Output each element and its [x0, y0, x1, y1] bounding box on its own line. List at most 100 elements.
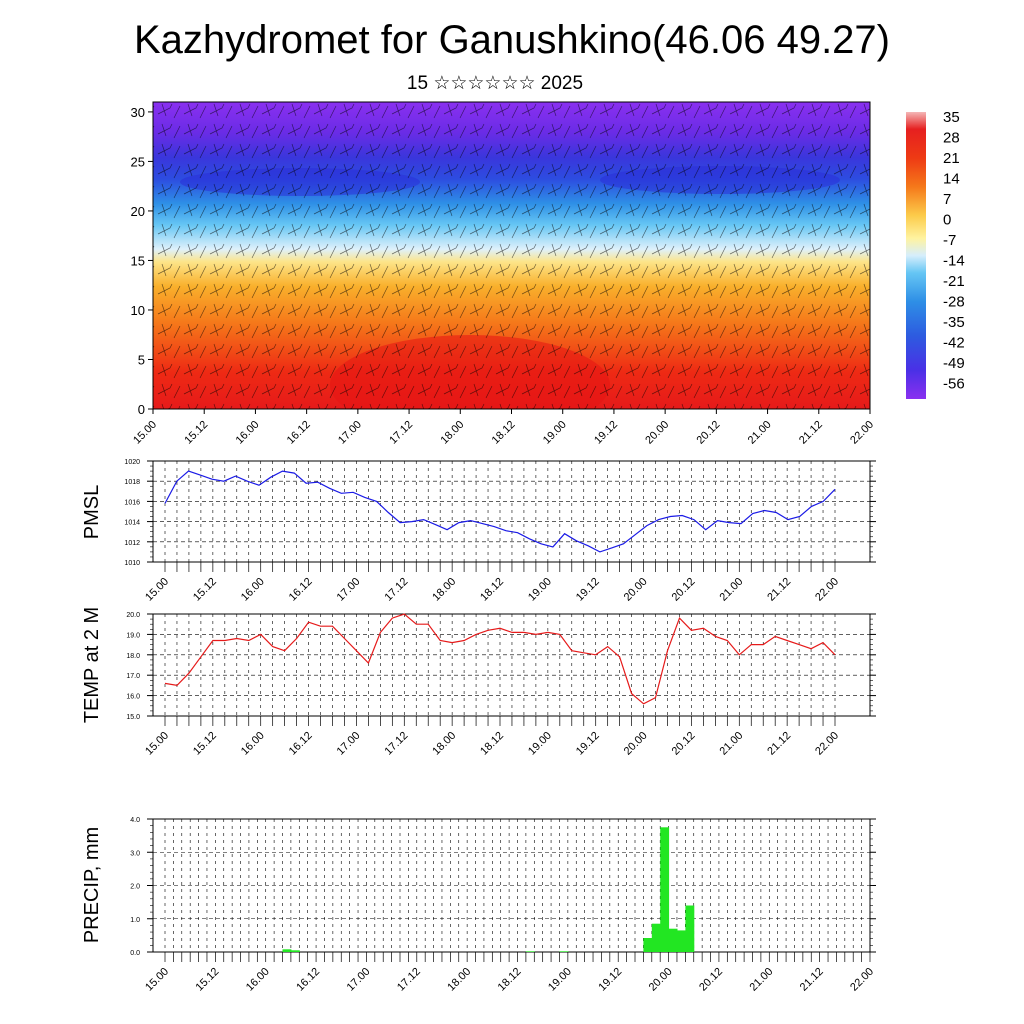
x-tick-label: 19.00: [526, 730, 554, 758]
y-tick-label: 5: [138, 352, 145, 367]
x-tick-label: 22.00: [848, 966, 876, 994]
x-tick-label: 17.12: [387, 419, 415, 447]
x-tick-label: 15.00: [143, 966, 171, 994]
colorbar-label: -56: [943, 376, 965, 393]
y-tick-label: 30: [131, 105, 145, 120]
x-tick-label: 21.00: [717, 576, 745, 604]
precip-panel: 0.0 1.0 2.0 3.0 4.0 15.00 15.12 16.00 16.12 17.00…: [81, 817, 876, 994]
colorbar-label: -21: [943, 273, 965, 290]
x-tick-label: 18.12: [490, 419, 518, 447]
x-tick-label: 22.00: [813, 730, 841, 758]
precip-bar: [668, 928, 678, 952]
colorbar-label: 14: [943, 171, 960, 188]
heatmap-panel: 0 5 10 15 20 25 30 15.00 15.12 16.00 16.12 17.00 17…: [131, 101, 876, 447]
x-tick-label: 16.00: [244, 966, 272, 994]
x-tick-label: 19.00: [541, 419, 569, 447]
y-tick-label: 20.0: [126, 612, 140, 619]
colorbar: 35 28 21 14 7 0 -7 -14 -21 -28 -35 -42 -49 -56: [906, 109, 965, 399]
colorbar-label: -49: [943, 355, 965, 372]
colorbar-label: -28: [943, 294, 965, 311]
x-tick-label: 16.00: [234, 419, 262, 447]
x-tick-label: 19.12: [592, 419, 620, 447]
x-tick-label: 15.00: [143, 576, 171, 604]
temp-ylabel: TEMP at 2 M: [81, 607, 103, 723]
precip-bar: [643, 938, 653, 952]
x-tick-label: 20.12: [695, 419, 723, 447]
x-tick-label: 20.12: [697, 966, 725, 994]
x-tick-label: 21.12: [797, 419, 825, 447]
x-tick-label: 18.00: [438, 419, 466, 447]
x-tick-label: 22.00: [813, 576, 841, 604]
y-tick-label: 1014: [124, 520, 140, 527]
chart-subtitle: 15 ☆☆☆☆☆☆ 2025: [406, 73, 584, 94]
x-tick-label: 17.00: [336, 419, 364, 447]
chart-title: Kazhydromet for Ganushkino(46.06 49.27): [134, 18, 890, 62]
x-tick-label: 21.12: [765, 730, 793, 758]
y-tick-label: 1016: [124, 499, 140, 506]
precip-bar: [282, 949, 292, 952]
x-tick-label: 15.12: [191, 730, 219, 758]
x-tick-label: 21.00: [747, 966, 775, 994]
x-tick-label: 20.12: [670, 576, 698, 604]
x-tick-label: 21.12: [798, 966, 826, 994]
y-tick-label: 1010: [124, 560, 140, 567]
x-tick-label: 15.00: [143, 730, 171, 758]
x-tick-label: 16.12: [285, 419, 313, 447]
x-tick-label: 17.00: [345, 966, 373, 994]
colorbar-label: 28: [943, 130, 960, 147]
x-tick-label: 16.12: [294, 966, 322, 994]
x-tick-label: 17.00: [335, 730, 363, 758]
x-tick-label: 21.12: [765, 576, 793, 604]
y-tick-label: 16.0: [126, 694, 140, 701]
x-tick-label: 15.12: [182, 419, 210, 447]
y-tick-label: 10: [131, 303, 145, 318]
y-tick-label: 2.0: [130, 884, 140, 891]
colorbar-label: -14: [943, 253, 965, 270]
y-tick-label: 15: [131, 253, 145, 268]
precip-bar: [685, 905, 695, 952]
pmsl-line: [164, 470, 836, 553]
x-tick-label: 18.12: [478, 730, 506, 758]
x-tick-label: 16.12: [287, 576, 315, 604]
x-tick-label: 17.12: [382, 576, 410, 604]
x-tick-label: 18.00: [430, 576, 458, 604]
colorbar-label: 21: [943, 150, 960, 167]
y-tick-label: 0.0: [130, 950, 140, 957]
x-tick-label: 19.00: [546, 966, 574, 994]
x-tick-label: 21.00: [746, 419, 774, 447]
y-tick-label: 1012: [124, 540, 140, 547]
colorbar-label: 0: [943, 212, 951, 229]
x-tick-label: 19.12: [574, 730, 602, 758]
precip-bar: [525, 951, 535, 952]
temp-panel: 15.0 16.0 17.0 18.0 19.0 20.0 15.00 15.12 16.00 1…: [81, 607, 876, 758]
pmsl-ylabel: PMSL: [81, 485, 103, 539]
x-tick-label: 19.12: [574, 576, 602, 604]
x-tick-label: 18.00: [445, 966, 473, 994]
x-tick-label: 15.12: [194, 966, 222, 994]
x-tick-label: 20.00: [622, 576, 650, 604]
precip-bar: [677, 930, 686, 952]
x-tick-label: 17.12: [382, 730, 410, 758]
x-tick-label: 17.00: [335, 576, 363, 604]
colorbar-gradient: [906, 112, 926, 399]
x-tick-label: 16.12: [287, 730, 315, 758]
x-tick-label: 15.00: [131, 419, 159, 447]
x-tick-label: 19.12: [596, 966, 624, 994]
y-tick-label: 1018: [124, 479, 140, 486]
y-tick-label: 20: [131, 204, 145, 219]
x-tick-label: 21.00: [717, 730, 745, 758]
x-tick-label: 20.00: [622, 730, 650, 758]
y-tick-label: 1.0: [130, 917, 140, 924]
colorbar-label: -35: [943, 314, 965, 331]
y-tick-label: 15.0: [126, 714, 140, 721]
y-tick-label: 25: [131, 154, 145, 169]
x-tick-label: 16.00: [239, 576, 267, 604]
precip-bar: [651, 923, 661, 952]
temp-line: [164, 613, 836, 705]
colorbar-label: 7: [943, 191, 951, 208]
y-tick-label: 4.0: [130, 817, 140, 824]
x-tick-label: 17.12: [395, 966, 423, 994]
x-tick-label: 18.12: [496, 966, 524, 994]
y-tick-label: 17.0: [126, 673, 140, 680]
